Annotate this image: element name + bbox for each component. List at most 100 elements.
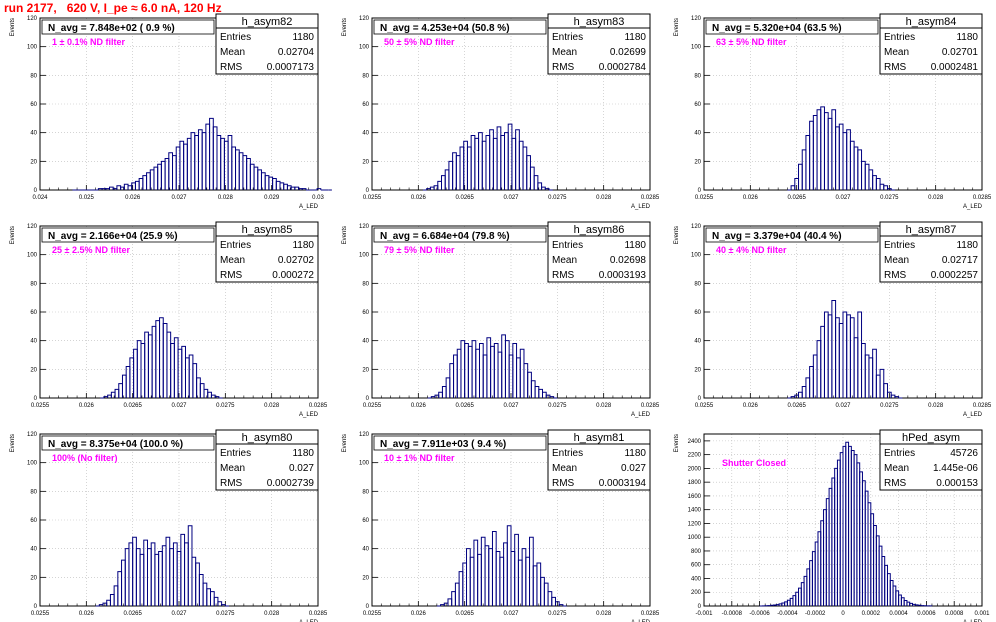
- stats-value: 0.02702: [278, 255, 315, 266]
- x-tick-label: 0.0004: [889, 611, 908, 617]
- filter-label: 1 ± 0.1% ND filter: [52, 37, 125, 47]
- x-tick-label: 0.028: [264, 611, 280, 617]
- histogram-bin: [861, 160, 866, 190]
- histogram-bin: [497, 351, 503, 398]
- histogram-bin: [868, 169, 874, 190]
- histogram-bin: [125, 365, 131, 398]
- x-tick-label: 0.0265: [455, 611, 474, 617]
- histogram-bin: [438, 391, 443, 398]
- x-axis-label: A_LED: [299, 204, 319, 210]
- y-tick-label: 80: [694, 281, 701, 287]
- y-axis-label: Events: [342, 434, 348, 452]
- y-tick-label: 60: [362, 102, 369, 108]
- y-tick-label: 100: [27, 253, 38, 259]
- histogram-bin: [516, 357, 521, 398]
- histogram-panel-h_asym87: 0.0255 0.026 0.0265 0.027 0.0275 0.028 0.0285 0…: [674, 221, 992, 418]
- histogram-bin: [188, 354, 194, 398]
- x-tick-label: 0.0285: [641, 403, 660, 409]
- histogram-bin: [142, 175, 148, 190]
- histogram-bin: [179, 140, 185, 190]
- stats-value: 1180: [624, 240, 646, 251]
- y-tick-label: 60: [30, 518, 37, 524]
- histogram-bin: [537, 182, 543, 190]
- y-tick-label: 100: [27, 461, 38, 467]
- histogram-bin: [150, 542, 156, 606]
- filter-label: 10 ± 1% ND filter: [384, 453, 455, 463]
- histogram-bin: [175, 146, 181, 190]
- stats-value: 1180: [956, 32, 978, 43]
- histogram-bin: [489, 129, 494, 190]
- stats-box: [215, 221, 319, 283]
- histogram-bin: [864, 354, 870, 398]
- histogram-bin: [820, 106, 825, 190]
- histogram-bin: [149, 169, 155, 190]
- histogram-bin: [875, 374, 881, 398]
- histogram-bin: [506, 525, 512, 606]
- x-tick-label: 0.0285: [309, 611, 328, 617]
- filter-label: 40 ± 4% ND filter: [716, 245, 787, 255]
- histogram-bin: [162, 322, 168, 398]
- histogram-bin: [109, 594, 115, 606]
- stats-value: 0.02701: [942, 47, 979, 58]
- histogram-bin: [301, 188, 307, 190]
- histogram-bin: [846, 129, 851, 190]
- filter-label: 79 ± 5% ND filter: [384, 245, 455, 255]
- histogram-bin: [790, 185, 796, 190]
- histogram-bin: [853, 337, 859, 398]
- y-tick-label: 100: [359, 45, 370, 51]
- y-tick-label: 80: [30, 73, 37, 79]
- x-tick-label: 0.0265: [787, 403, 806, 409]
- histogram-bin: [283, 183, 288, 190]
- histogram-bin: [532, 565, 538, 606]
- stats-label: Mean: [552, 47, 577, 58]
- y-tick-label: 40: [362, 131, 369, 137]
- x-axis-label: A_LED: [631, 412, 651, 418]
- stats-box-title: h_asym81: [574, 432, 625, 444]
- histogram-bin: [191, 556, 197, 606]
- histogram-bin: [207, 391, 212, 398]
- histogram-bin: [886, 188, 892, 190]
- y-tick-label: 0: [34, 188, 38, 194]
- histogram-bin: [838, 123, 844, 190]
- headline-text: N_avg = 6.684e+04 (79.8 %): [380, 231, 510, 242]
- stats-label: Entries: [884, 240, 915, 251]
- stats-value: 0.0002481: [931, 62, 979, 73]
- filter-label: Shutter Closed: [722, 458, 786, 468]
- histogram-bin: [286, 185, 292, 190]
- x-tick-label: 0.0275: [216, 403, 235, 409]
- histogram-bin: [238, 152, 244, 190]
- stats-box: [215, 13, 319, 75]
- histogram-bin: [138, 178, 144, 190]
- x-tick-label: 0.0275: [548, 403, 567, 409]
- x-tick-label: 0.026: [411, 611, 427, 617]
- histogram-bin: [210, 591, 215, 606]
- histogram-bin: [816, 109, 822, 190]
- histogram-bin: [206, 588, 212, 606]
- histogram-bin: [453, 354, 458, 398]
- histogram-bin: [853, 146, 859, 190]
- histogram-bin: [536, 562, 542, 606]
- histogram-bin: [155, 320, 161, 398]
- filter-label: 50 ± 5% ND filter: [384, 37, 455, 47]
- histogram-bin: [198, 573, 204, 606]
- stats-value: 1.445e-06: [933, 463, 978, 474]
- stats-box: [547, 13, 651, 75]
- histogram-bin: [484, 545, 490, 606]
- stats-value: 1180: [624, 448, 646, 459]
- histogram-bin: [471, 340, 477, 398]
- stats-box: [879, 429, 983, 491]
- histogram-bin: [454, 582, 460, 606]
- x-tick-label: 0.029: [264, 195, 280, 201]
- histogram-bin: [217, 601, 223, 606]
- x-tick-label: 0.001: [974, 611, 990, 617]
- histogram-bin: [883, 383, 888, 398]
- histogram-bin: [110, 391, 116, 398]
- histogram-bin: [127, 185, 133, 190]
- histogram-bin: [449, 363, 455, 398]
- x-tick-label: -0.0008: [722, 611, 743, 617]
- histogram-bin: [113, 585, 119, 606]
- histogram-bin: [495, 551, 501, 606]
- histogram-bin: [482, 354, 488, 398]
- histogram-bin: [827, 117, 833, 190]
- x-tick-label: -0.0004: [777, 611, 798, 617]
